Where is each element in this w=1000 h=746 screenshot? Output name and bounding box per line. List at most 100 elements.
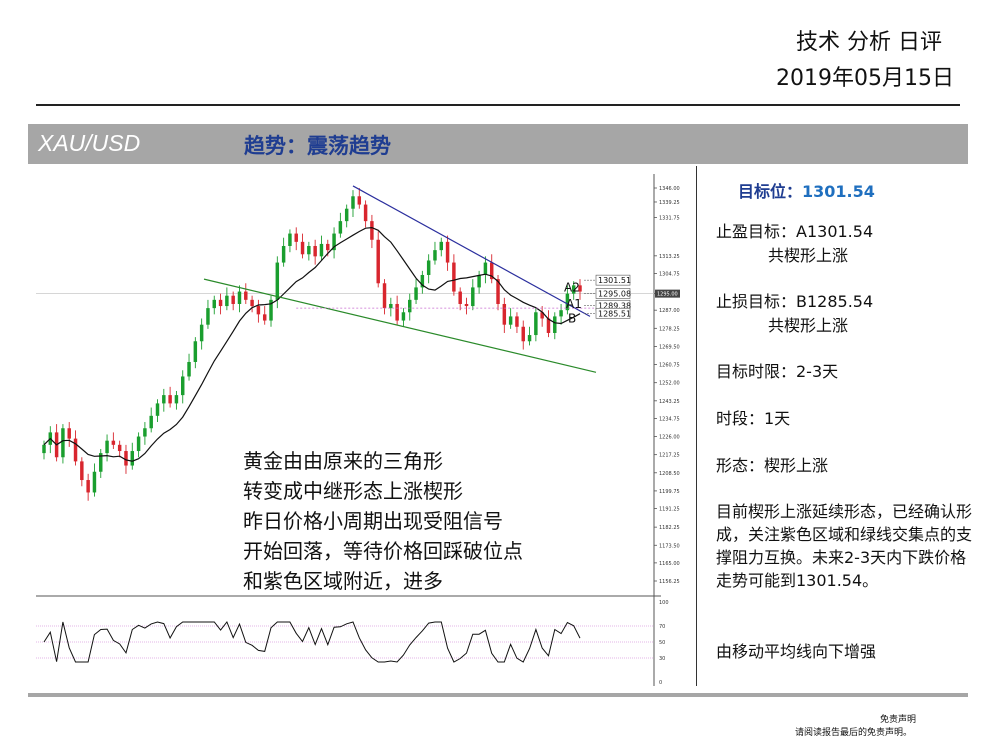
- rsi-tick-label: 50: [659, 640, 665, 646]
- candle-body: [439, 241, 444, 251]
- candle: [464, 297, 469, 315]
- candle-body: [344, 208, 349, 222]
- candle: [426, 254, 431, 284]
- candle-body: [130, 451, 135, 466]
- price-chart: 1346.00 1339.25 1331.75 1313.25 1304.75 1295.…: [36, 166, 681, 686]
- chart-commentary: 黄金由由原来的三角形 转变成中继形态上涨楔形 昨日价格小周期出现受阻信号 开始回…: [243, 446, 523, 596]
- candle: [86, 473, 90, 501]
- candle: [477, 270, 481, 294]
- candle-body: [212, 299, 216, 309]
- candle-body: [571, 285, 576, 294]
- pattern-marker: A1: [566, 297, 582, 311]
- candle: [155, 399, 160, 423]
- price-level-label: 1285.51: [584, 307, 631, 319]
- candle-body: [508, 316, 513, 325]
- take-profit: 止盈目标：A1301.54: [716, 220, 873, 244]
- candle-body: [105, 440, 109, 454]
- candle-body: [319, 243, 324, 257]
- candle: [546, 310, 551, 338]
- candle: [395, 295, 399, 325]
- candle: [313, 239, 317, 265]
- upper-trendline: [352, 185, 591, 317]
- candle-body: [515, 316, 519, 327]
- pattern: 形态：楔形上涨: [716, 456, 829, 475]
- candle: [521, 320, 525, 350]
- candle: [439, 237, 444, 257]
- chart-commentary-line: 黄金由由原来的三角形: [243, 449, 443, 473]
- candle-body: [363, 204, 368, 222]
- candle-body: [401, 312, 406, 321]
- candle-body: [143, 428, 147, 437]
- candle: [483, 256, 488, 284]
- candle: [363, 200, 368, 228]
- candle: [187, 353, 191, 381]
- report-title: 技术 分析 日评: [796, 30, 942, 55]
- time-limit: 目标时限：2-3天: [716, 362, 839, 381]
- candle: [54, 424, 59, 462]
- candle-body: [433, 250, 437, 261]
- candle-body: [445, 241, 450, 263]
- candle-body: [521, 326, 525, 342]
- candle-body: [502, 303, 507, 325]
- candle-body: [86, 480, 90, 493]
- price-tick-label: 1313.25: [659, 254, 680, 260]
- report-date: 2019年05月15日: [776, 66, 954, 91]
- candle: [332, 227, 336, 259]
- candle: [80, 457, 84, 487]
- candle: [452, 254, 456, 296]
- candle: [288, 229, 292, 253]
- candle: [300, 233, 305, 259]
- price-tick-label: 1243.25: [659, 399, 680, 405]
- rsi-line: [43, 621, 581, 663]
- price-tick-label: 1208.50: [659, 471, 680, 477]
- candle-body: [452, 262, 456, 292]
- candle-body: [527, 335, 532, 342]
- candle: [571, 281, 576, 300]
- candle: [527, 326, 532, 346]
- candle: [565, 285, 570, 315]
- candle: [105, 434, 109, 462]
- candle: [382, 279, 387, 315]
- pattern-marker: B: [568, 311, 576, 325]
- candle: [420, 270, 425, 294]
- analysis-description: 目前楔形上涨延续形态，已经确认形成，关注紫色区域和绿线交集点的支撑阻力互换。未来…: [716, 502, 973, 590]
- price-tick-label: 1287.00: [659, 308, 680, 314]
- lower-trendline: [203, 278, 597, 373]
- stop-loss-note: 共楔形上涨: [768, 316, 849, 335]
- candle-body: [483, 262, 488, 275]
- candle-body: [193, 341, 198, 362]
- price-level-box: [595, 307, 631, 319]
- candle-body: [565, 293, 570, 311]
- chart-commentary-line: 开始回落，等待价格回踩破位点: [243, 539, 523, 563]
- candle-body: [218, 299, 223, 307]
- candle-body: [578, 285, 582, 292]
- candle-body: [237, 291, 242, 304]
- candle-body: [313, 245, 317, 257]
- candle: [553, 312, 557, 340]
- candle-body: [111, 440, 116, 445]
- candle-body: [351, 196, 355, 209]
- price-level-label: 1301.51: [584, 274, 631, 286]
- candle-body: [281, 245, 286, 263]
- candle-body: [92, 471, 97, 493]
- candle-body: [256, 306, 261, 315]
- time-period: 时段：1天: [716, 409, 791, 428]
- candle-body: [357, 196, 362, 205]
- candle-body: [155, 403, 160, 416]
- bottom-divider: [28, 693, 968, 697]
- price-axis: 1346.00 1339.25 1331.75 1313.25 1304.75 1295.…: [36, 174, 680, 686]
- candle: [262, 306, 267, 325]
- chart-commentary-line: 昨日价格小周期出现受阻信号: [243, 509, 503, 533]
- rsi-tick-label: 100: [659, 600, 669, 606]
- candle-body: [471, 287, 475, 307]
- price-level-label: 1295.08: [584, 288, 631, 299]
- price-level-value: 1285.51: [598, 309, 631, 318]
- candle: [212, 295, 216, 315]
- price-level-box: [595, 288, 631, 299]
- price-tick-label: 1191.25: [659, 507, 680, 513]
- price-level-value: 1289.38: [598, 301, 631, 310]
- target-value: 1301.54: [802, 182, 875, 201]
- candle: [237, 285, 242, 313]
- candle: [244, 283, 248, 304]
